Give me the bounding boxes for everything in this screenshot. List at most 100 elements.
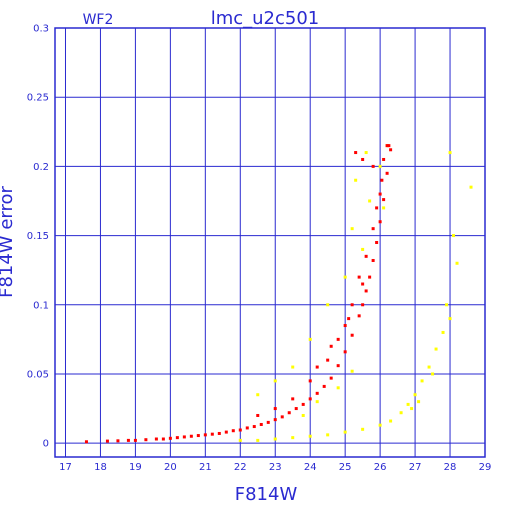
red-data-point — [378, 192, 382, 196]
yellow-data-point — [336, 386, 340, 390]
red-data-point — [385, 144, 389, 148]
yellow-data-point — [350, 369, 354, 373]
red-data-point — [315, 365, 319, 369]
red-data-point — [371, 164, 375, 168]
red-data-point — [322, 384, 326, 388]
yellow-data-point — [326, 433, 330, 437]
red-data-point — [347, 317, 351, 321]
red-data-point — [364, 254, 368, 258]
red-data-point — [308, 379, 312, 383]
yellow-data-point — [434, 347, 438, 351]
red-data-point — [378, 220, 382, 224]
red-data-point — [210, 432, 214, 436]
yellow-data-point — [315, 400, 319, 404]
red-data-point — [389, 148, 393, 152]
red-data-point — [382, 198, 386, 202]
red-data-point — [231, 429, 235, 433]
yellow-data-point — [273, 437, 277, 441]
x-tick-label: 17 — [59, 462, 72, 473]
red-data-point — [336, 364, 340, 368]
yellow-data-point — [354, 178, 358, 182]
chart-title: lmc_u2c501 — [211, 8, 320, 29]
red-data-point — [175, 436, 179, 440]
x-tick-label: 28 — [444, 462, 457, 473]
y-tick-label: 0.05 — [27, 369, 49, 380]
red-data-point — [336, 337, 340, 341]
yellow-data-point — [410, 407, 414, 411]
x-tick-label: 23 — [269, 462, 282, 473]
red-data-point — [329, 344, 333, 348]
yellow-data-point — [382, 206, 386, 210]
red-data-point — [301, 402, 305, 406]
red-data-point — [203, 433, 207, 437]
red-data-point — [385, 171, 389, 175]
red-data-point — [315, 391, 319, 395]
plot-frame — [54, 27, 486, 458]
red-data-point — [361, 303, 365, 307]
yellow-data-point — [343, 430, 347, 434]
red-data-point — [357, 275, 361, 279]
red-data-point — [364, 289, 368, 293]
yellow-data-point — [389, 419, 393, 423]
red-data-point — [357, 314, 361, 318]
y-tick-label: 0.2 — [33, 162, 49, 173]
y-tick-label: 0 — [43, 439, 49, 450]
tick-labels-layer: 17 18 19 20 21 22 23 24 25 26 27 28 29 0 0.05 0.1 0.15 0.… — [27, 24, 492, 474]
x-tick-label: 20 — [164, 462, 177, 473]
yellow-data-point — [452, 234, 456, 238]
yellow-data-point — [291, 365, 295, 369]
y-axis-label: F814W error — [0, 186, 17, 298]
yellow-data-point — [469, 185, 473, 189]
yellow-data-point — [413, 393, 417, 397]
yellow-data-point — [308, 434, 312, 438]
x-axis-label: F814W — [235, 484, 298, 505]
yellow-data-point — [417, 400, 421, 404]
red-data-point — [291, 397, 295, 401]
red-data-point — [161, 437, 165, 441]
yellow-data-point — [431, 372, 435, 376]
red-data-point — [238, 428, 242, 432]
red-data-point — [256, 413, 260, 417]
red-data-point — [308, 397, 312, 401]
red-data-point — [371, 227, 375, 231]
yellow-data-point — [406, 402, 410, 406]
x-tick-label: 24 — [304, 462, 317, 473]
x-tick-label: 19 — [129, 462, 142, 473]
yellow-data-point — [238, 438, 242, 442]
red-data-point — [375, 241, 379, 244]
red-data-point — [380, 178, 384, 182]
yellow-data-point — [361, 247, 365, 251]
red-data-point — [259, 422, 263, 426]
red-data-point — [382, 157, 386, 161]
red-data-point — [375, 206, 379, 210]
red-data-point — [84, 440, 88, 444]
red-data-point — [144, 438, 148, 442]
x-tick-label: 25 — [339, 462, 352, 473]
yellow-data-point — [291, 436, 295, 440]
yellow-data-point — [273, 379, 277, 383]
red-data-point — [182, 435, 186, 439]
yellow-data-point — [301, 413, 305, 417]
x-tick-label: 29 — [479, 462, 492, 473]
x-tick-label: 18 — [94, 462, 107, 473]
yellow-data-point — [368, 199, 372, 203]
red-data-point — [287, 411, 291, 415]
yellow-data-point — [364, 151, 368, 155]
red-data-point — [326, 358, 330, 362]
yellow-data-point — [256, 438, 260, 442]
x-tick-label: 26 — [374, 462, 387, 473]
yellow-data-point — [448, 151, 452, 155]
red-data-point — [266, 420, 270, 424]
yellow-data-point — [399, 411, 403, 415]
red-data-point — [368, 275, 372, 279]
grid-layer — [55, 28, 485, 457]
red-data-point — [280, 415, 284, 419]
red-data-point — [387, 144, 391, 148]
red-data-point — [343, 324, 347, 328]
yellow-data-point — [361, 427, 365, 431]
red-data-point — [105, 439, 109, 443]
red-data-point — [189, 434, 193, 438]
yellow-data-point — [256, 393, 260, 397]
red-data-point — [168, 436, 172, 440]
